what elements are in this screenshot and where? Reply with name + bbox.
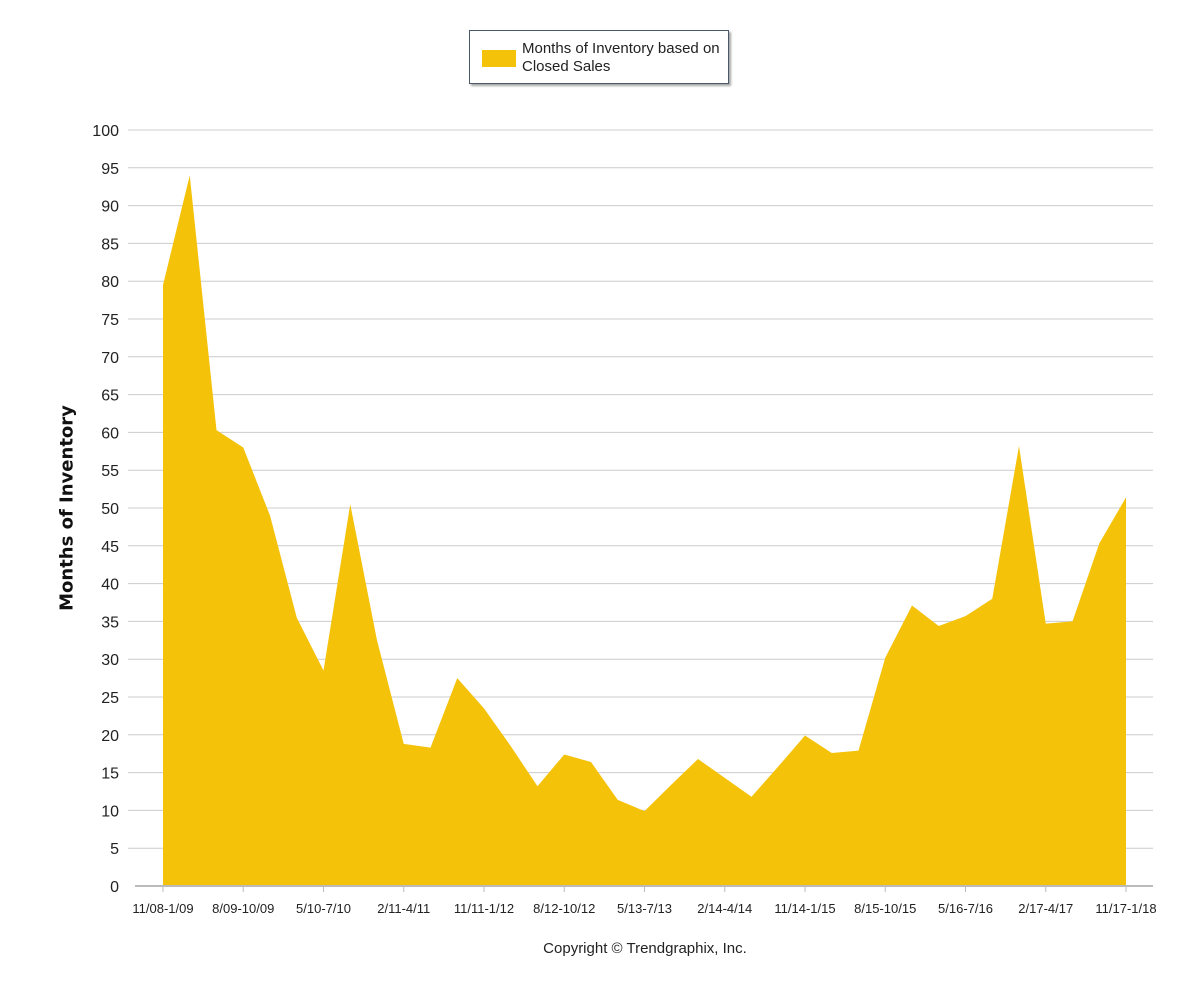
y-tick-label: 85 bbox=[101, 236, 119, 253]
y-tick-label: 70 bbox=[101, 350, 119, 367]
y-axis-title: Months of Inventory bbox=[56, 405, 78, 611]
x-tick-label: 2/11-4/11 bbox=[377, 901, 430, 916]
area-series bbox=[163, 175, 1126, 887]
y-tick-label: 55 bbox=[101, 463, 119, 480]
x-tick-label: 8/12-10/12 bbox=[533, 901, 595, 916]
x-tick-label: 2/17-4/17 bbox=[1018, 901, 1073, 916]
y-tick-label: 75 bbox=[101, 312, 119, 329]
y-tick-label: 80 bbox=[101, 274, 119, 291]
x-tick-labels: 11/08-1/09 8/09-10/09 5/10-7/10 2/11-4/11 11… bbox=[132, 901, 1156, 916]
x-tick-label: 8/15-10/15 bbox=[854, 901, 916, 916]
y-tick-label: 60 bbox=[101, 425, 119, 442]
y-tick-label: 15 bbox=[101, 766, 119, 783]
legend: Months of Inventory based on Closed Sale… bbox=[469, 30, 729, 84]
y-tick-label: 30 bbox=[101, 652, 119, 669]
y-tick-label: 10 bbox=[101, 803, 119, 820]
x-tick-label: 2/14-4/14 bbox=[697, 901, 752, 916]
legend-swatch bbox=[482, 50, 516, 67]
x-tick-label: 11/17-1/18 bbox=[1095, 901, 1156, 916]
y-tick-label: 100 bbox=[92, 123, 119, 140]
y-tick-label: 35 bbox=[101, 614, 119, 631]
x-tick-label: 5/16-7/16 bbox=[938, 901, 993, 916]
y-tick-label: 45 bbox=[101, 539, 119, 556]
x-tick-label: 8/09-10/09 bbox=[212, 901, 274, 916]
legend-label: Months of Inventory based on Closed Sale… bbox=[522, 40, 720, 75]
x-tick-label: 11/11-1/12 bbox=[454, 901, 514, 916]
y-tick-label: 0 bbox=[110, 879, 119, 896]
x-tick-label: 11/08-1/09 bbox=[132, 901, 193, 916]
y-tick-label: 90 bbox=[101, 199, 119, 216]
x-axis bbox=[135, 885, 1153, 892]
y-tick-labels: 0 5 10 15 20 25 30 35 40 45 50 55 60 65 70 75 80 85 90 95 10… bbox=[92, 123, 119, 896]
y-tick-label: 5 bbox=[110, 841, 119, 858]
y-tick-label: 65 bbox=[101, 388, 119, 405]
y-tick-label: 95 bbox=[101, 161, 119, 178]
y-tick-label: 50 bbox=[101, 501, 119, 518]
x-tick-label: 11/14-1/15 bbox=[774, 901, 835, 916]
copyright-text: Copyright © Trendgraphix, Inc. bbox=[543, 940, 747, 957]
y-tick-label: 25 bbox=[101, 690, 119, 707]
x-tick-label: 5/10-7/10 bbox=[296, 901, 351, 916]
y-tick-label: 20 bbox=[101, 728, 119, 745]
area-fill bbox=[163, 175, 1126, 887]
x-tick-label: 5/13-7/13 bbox=[617, 901, 672, 916]
y-tick-label: 40 bbox=[101, 577, 119, 594]
